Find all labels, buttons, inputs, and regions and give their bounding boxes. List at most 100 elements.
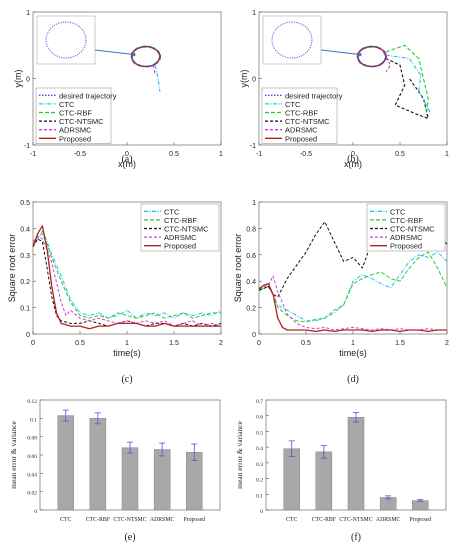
- legend: desired trajectoryCTCCTC-RBFCTC-NTSMCADR…: [261, 87, 343, 144]
- legend-entry: desired trajectory: [285, 91, 343, 100]
- y-tick-label: 0.2: [246, 306, 256, 313]
- inset-box: [262, 15, 322, 65]
- y-tick-label: 0.4: [20, 226, 30, 233]
- y-axis-label: y(m): [239, 70, 249, 88]
- y-tick-label: 0: [252, 77, 256, 84]
- series-line-adrsmc: [32, 235, 222, 327]
- trajectory-ctc: [130, 46, 161, 68]
- x-tick-label: 2: [445, 340, 449, 347]
- y-tick-label: 0.8: [246, 226, 256, 233]
- bar: [347, 417, 365, 511]
- panel-c: 0 0.1 0.2 0.3 0.4 0.5 0 0.5 1 1.5 2 time(s) Square r…: [7, 200, 223, 385]
- bar: [315, 451, 333, 511]
- category-label: Proposed: [183, 517, 205, 523]
- y-tick-label: 0.12: [27, 399, 37, 405]
- legend-entry: Proposed: [390, 242, 422, 251]
- x-tick-label: 1: [351, 340, 355, 347]
- x-axis-label: x(m): [344, 159, 362, 169]
- y-tick-label: 0.04: [27, 472, 37, 478]
- legend-entry: CTC-RBF: [59, 109, 92, 118]
- y-tick-label: -1: [24, 143, 30, 150]
- trajectory-ctc: [356, 46, 387, 68]
- y-tick-label: 0.1: [256, 493, 263, 499]
- legend-entry: Proposed: [59, 134, 91, 143]
- x-axis-label: time(s): [113, 348, 141, 358]
- x-tick-label: 0: [125, 151, 129, 158]
- x-tick-label: 0.5: [301, 340, 311, 347]
- series-line-ctc_rbf: [258, 251, 448, 323]
- series-line-adrsmc: [258, 275, 447, 331]
- panel-b: -1 0 1 -1 -0.5 0 0.5 1 x(m) y(m) (b) desired trajec…: [239, 10, 449, 169]
- zoom-connector: [320, 49, 360, 56]
- bar: [412, 500, 429, 511]
- y-tick-label: 0.6: [246, 253, 256, 260]
- panel-a: -1 0 1 -1 -0.5 0 0.5 1 x(m) y(m) (a) desired trajec…: [13, 10, 223, 169]
- legend-entry: CTC-NTSMC: [390, 225, 435, 234]
- x-tick-label: 1.5: [169, 340, 179, 347]
- zoom-connector: [94, 49, 134, 56]
- legend-entry: Proposed: [164, 242, 196, 251]
- legend-box: [35, 87, 112, 144]
- y-tick-label: 0.2: [20, 279, 30, 286]
- x-tick-label: -0.5: [300, 151, 312, 158]
- x-tick-label: 0: [31, 340, 35, 347]
- x-tick-label: -1: [30, 151, 36, 158]
- trajectory-tail-ctc: [154, 65, 161, 92]
- x-tick-label: 0.5: [75, 340, 85, 347]
- inset-box: [36, 15, 96, 65]
- y-tick-label: 0: [252, 332, 256, 339]
- legend-entry: ADRSMC: [390, 233, 423, 242]
- y-axis-label: mean error & variance: [235, 420, 244, 488]
- series-line-ctc: [32, 230, 222, 319]
- bar: [283, 448, 300, 511]
- y-tick-label: 1: [26, 10, 30, 17]
- panel-f: 0 0.1 0.2 0.3 0.4 0.5 0.6 0.7 mean error & varia…: [235, 399, 447, 543]
- legend-entry: CTC: [164, 207, 180, 216]
- y-tick-label: 0: [260, 509, 263, 515]
- trajectory-tail-ctc_rbf: [385, 44, 429, 116]
- y-axis-label: mean error & variance: [9, 420, 18, 488]
- x-tick-label: 0: [351, 151, 355, 158]
- legend-entry: CTC-NTSMC: [59, 117, 104, 126]
- x-tick-label: -1: [256, 151, 262, 158]
- y-tick-label: 1: [252, 10, 256, 17]
- y-tick-label: 0: [34, 509, 37, 515]
- y-tick-label: 0.6: [256, 415, 263, 421]
- category-label: CTC: [286, 517, 297, 523]
- legend-entry: CTC: [285, 100, 301, 109]
- legend-entry: Proposed: [285, 134, 317, 143]
- y-tick-label: 0.1: [30, 417, 37, 423]
- bar: [89, 418, 107, 511]
- legend-entry: CTC-RBF: [285, 109, 318, 118]
- panel-d: 0 0.2 0.4 0.6 0.8 1 0 0.5 1 1.5 2 time(s) Square roo…: [233, 200, 449, 385]
- bar: [153, 449, 171, 511]
- y-tick-label: 0: [26, 77, 30, 84]
- y-axis-label: Square root error: [7, 234, 17, 303]
- legend-entry: CTC-NTSMC: [164, 225, 209, 234]
- legend-entry: CTC-RBF: [390, 216, 423, 225]
- y-axis-label: y(m): [13, 70, 23, 88]
- category-label: CTC-RBF: [312, 517, 337, 523]
- panel-label: (f): [351, 532, 361, 543]
- legend-entry: CTC-RBF: [164, 216, 197, 225]
- x-tick-label: 0.5: [395, 151, 405, 158]
- y-tick-label: 0.06: [27, 454, 37, 460]
- legend-entry: ADRSMC: [285, 126, 318, 135]
- y-tick-label: 0.2: [256, 478, 263, 484]
- series-line-proposed: [32, 225, 221, 330]
- series-line-proposed: [258, 283, 447, 333]
- y-tick-label: 0.5: [256, 430, 263, 436]
- legend-box: [261, 87, 338, 144]
- legend-entry: CTC: [59, 100, 75, 109]
- x-tick-label: 1: [445, 151, 449, 158]
- y-tick-label: 0.4: [256, 446, 263, 452]
- panel-label: (a): [121, 154, 132, 165]
- series-line-ctc: [258, 251, 448, 322]
- x-axis-label: x(m): [118, 159, 136, 169]
- panel-label: (c): [121, 374, 132, 385]
- x-tick-label: 0.5: [169, 151, 179, 158]
- y-tick-label: 0.5: [20, 200, 30, 207]
